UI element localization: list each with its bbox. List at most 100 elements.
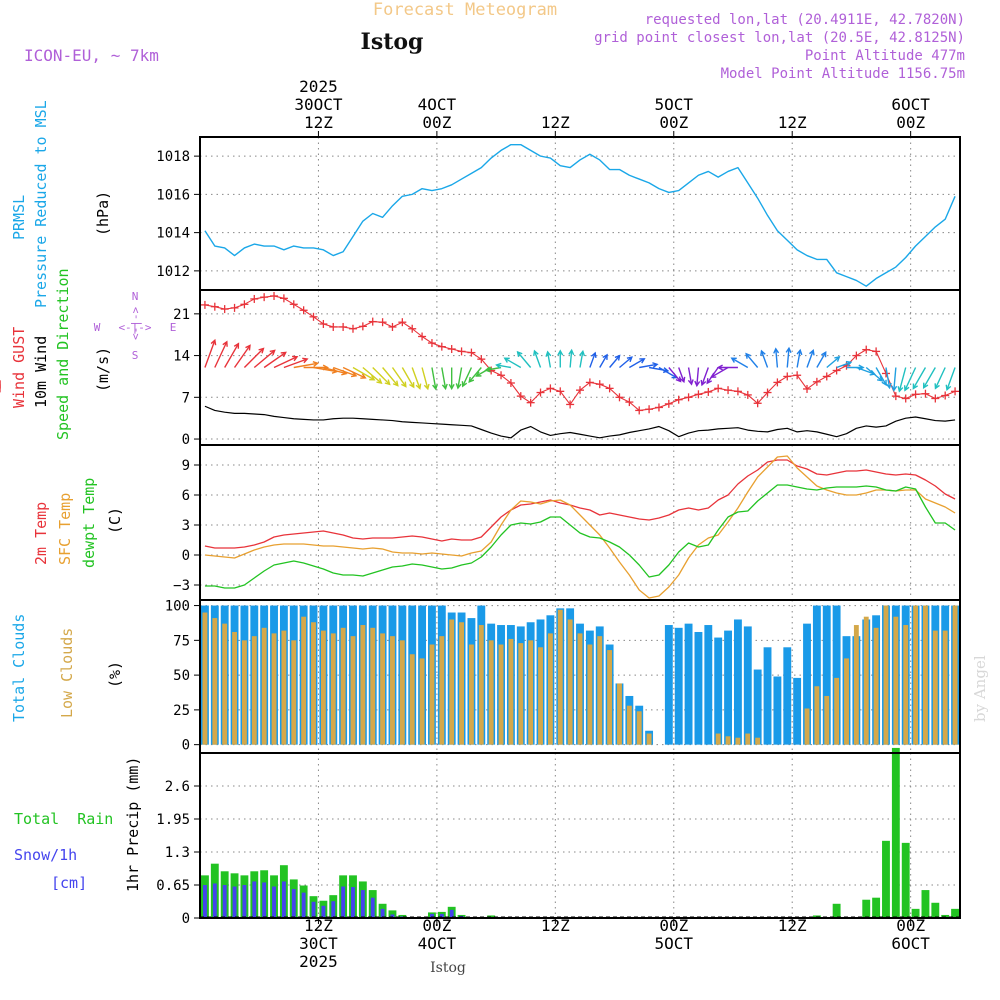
snow-bar [449, 909, 454, 918]
wind-arrow-shaft [382, 367, 399, 387]
wind-arrow-head [269, 349, 276, 356]
low-cloud-bar [557, 609, 563, 745]
wind-arrow-shaft [619, 356, 633, 369]
gust-marker [763, 388, 772, 397]
wind-direction-arrow [391, 367, 407, 388]
gust-marker [339, 322, 348, 331]
wind-arrow-head [503, 357, 510, 363]
gust-marker [348, 324, 357, 333]
y-tick-label: 25 [173, 703, 190, 719]
y-tick-label: −3 [173, 578, 190, 594]
wind-direction-arrow [568, 348, 575, 368]
wind-arrow-head [590, 351, 597, 358]
wind-direction-arrow [945, 367, 956, 392]
snow-bar [232, 886, 237, 918]
low-cloud-bar [863, 616, 869, 745]
snow-bar [331, 901, 336, 918]
total-cloud-bar [733, 619, 742, 745]
wind-arrow-head [903, 385, 910, 392]
wind-arrow-head [568, 348, 575, 356]
compass-w: W [94, 321, 101, 334]
gust-marker [427, 339, 436, 348]
wind-direction-arrow [694, 367, 701, 388]
wind-direction-arrow [441, 367, 448, 391]
wind-arrow-shaft [923, 367, 936, 389]
low-cloud-bar [824, 695, 830, 745]
wind-arrow-shaft [760, 350, 769, 368]
low-cloud-bar [212, 618, 218, 745]
gust-marker [812, 377, 821, 386]
gust-marker [536, 388, 545, 397]
wind-direction-arrow [411, 367, 422, 390]
low-cloud-bar [834, 677, 840, 745]
low-cloud-bar [853, 625, 859, 745]
wind-gust-label: Wind GUST [10, 327, 28, 408]
wind-arrow-head [700, 379, 707, 387]
wind-arrow-shaft [214, 341, 228, 368]
wind-arrow-head [694, 380, 701, 388]
wind-direction-arrow [760, 349, 769, 368]
wind-arrow-shaft [865, 366, 883, 382]
time-label-bottom: 12Z [778, 916, 807, 935]
gust-marker [546, 384, 555, 393]
wind-arrow-head [675, 376, 682, 383]
gust-marker [408, 324, 417, 333]
low-cloud-bar [301, 616, 307, 745]
wind-direction-arrow [629, 358, 646, 369]
wind-arrow-shaft [639, 363, 658, 369]
gust-marker [605, 384, 614, 393]
wind-arrow-head [409, 382, 415, 389]
wind-direction-arrow [533, 349, 542, 368]
wind-direction-arrow [224, 342, 240, 368]
wind-arrow-head [881, 379, 887, 387]
wind-direction-arrow [709, 366, 729, 378]
wind-direction-arrow [700, 367, 709, 387]
wind-arrow-head [579, 349, 586, 357]
wind-arrow-shaft [546, 351, 552, 368]
wind-direction-arrow [243, 347, 265, 368]
wind-arrow-head [821, 350, 827, 358]
rain-bar [862, 899, 871, 918]
wind-arrow-shaft [411, 367, 421, 389]
total-cloud-bar [803, 623, 811, 745]
gust-marker [230, 303, 239, 312]
low-cloud-bar [488, 640, 494, 745]
wind-arrow-shaft [796, 350, 801, 368]
wind-arrow-head [280, 351, 287, 358]
gust-marker [418, 332, 427, 341]
snow-bar [370, 897, 375, 918]
low-cloud-bar [380, 633, 386, 745]
snow-bar [203, 885, 207, 918]
y-tick-label: 50 [173, 668, 190, 684]
gust-marker [694, 390, 703, 399]
gust-marker [457, 347, 466, 356]
gust-marker [724, 386, 733, 395]
low-cloud-bar [261, 627, 267, 745]
wind-arrow-shaft [668, 367, 682, 382]
gust-marker [556, 387, 565, 396]
time-label-top: 00Z [896, 113, 925, 132]
total-clouds-label: Total Clouds [10, 614, 28, 722]
snow-bar [341, 886, 346, 918]
y-tick-label: 9 [182, 458, 190, 474]
y-tick-label: 1.95 [156, 812, 190, 828]
wind-arrow-head [652, 362, 659, 369]
wind-direction-arrow [785, 346, 792, 368]
wind-arrow-shaft [441, 367, 447, 389]
rain-bar [951, 908, 959, 918]
time-label-top: 6OCT [891, 95, 930, 114]
wind-arrow-shaft [786, 348, 790, 368]
gust-marker [951, 387, 960, 396]
wind-arrow-head [809, 349, 815, 356]
wind-arrow-head [796, 348, 803, 356]
wind-arrow-head [891, 385, 898, 392]
time-label-top: 12Z [778, 113, 807, 132]
wind-arrow-head [210, 338, 217, 346]
wind-labels: Wind GUST 10m Wind Speed and Direction (… [10, 268, 176, 440]
gust-marker [635, 406, 644, 415]
wind-direction-arrow [263, 351, 287, 369]
wind-arrow-head [885, 382, 892, 390]
gust-marker [595, 380, 604, 389]
low-cloud-bar [873, 627, 879, 745]
